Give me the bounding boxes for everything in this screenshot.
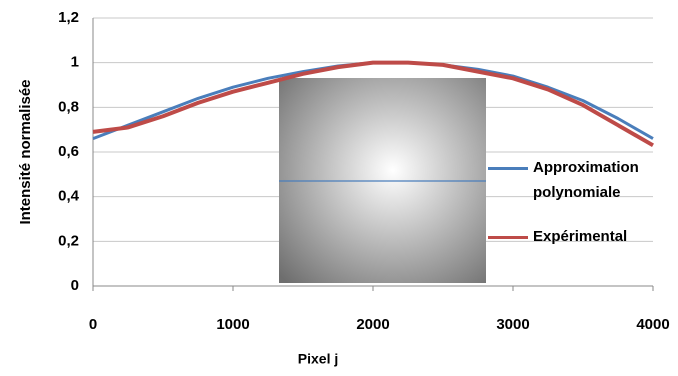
legend-key (488, 236, 528, 239)
y-axis-label: Intensité normalisée (17, 79, 34, 224)
legend: Approximation polynomiale Expérimental (488, 158, 676, 271)
x-tick-label: 3000 (496, 316, 529, 333)
legend-label: Expérimental (533, 228, 628, 245)
x-tick-label: 2000 (356, 316, 389, 333)
y-tick-label: 0 (71, 277, 79, 294)
y-tick-label: 0,8 (58, 98, 79, 115)
y-tick-label: 1 (71, 54, 79, 71)
x-tick-label: 0 (89, 316, 97, 333)
x-tick-label: 4000 (636, 316, 669, 333)
legend-entry: Expérimental (488, 227, 676, 249)
series-line (92, 60, 654, 148)
y-tick-label: 0,2 (58, 232, 79, 249)
y-tick-label: 0,6 (58, 143, 79, 160)
y-tick-label: 0,4 (58, 188, 80, 205)
y-tick-label: 1,2 (58, 9, 79, 26)
legend-entry: Approximation polynomiale (488, 158, 676, 205)
legend-label: Approximation polynomiale (533, 159, 639, 201)
x-tick-label: 1000 (216, 316, 249, 333)
legend-key (488, 167, 528, 170)
x-axis-label: Pixel j (298, 351, 338, 367)
